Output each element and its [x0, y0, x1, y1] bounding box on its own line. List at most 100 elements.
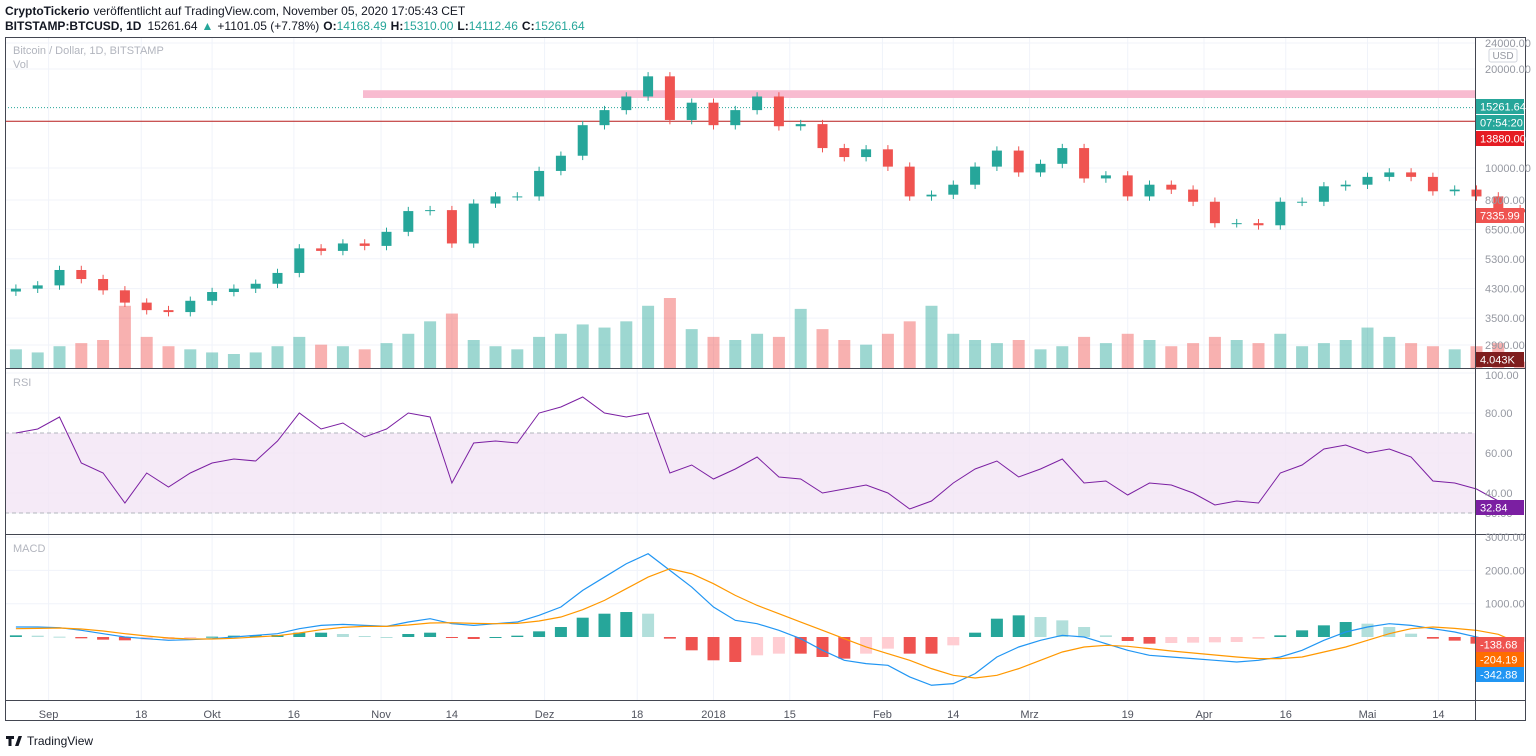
candle-body: [882, 149, 893, 167]
price-tick-label: 5300.00: [1485, 254, 1525, 266]
candle-body: [664, 76, 675, 120]
tradingview-logo[interactable]: TradingView: [6, 734, 93, 748]
candle-body: [621, 96, 632, 111]
price-tick-label: 6500.00: [1485, 225, 1525, 237]
candle-body: [904, 166, 915, 197]
macd-histogram-bar: [489, 637, 502, 638]
macd-histogram-bar: [554, 627, 567, 637]
candle-body: [425, 210, 436, 212]
x-tick-label: 15: [784, 709, 796, 721]
candle-body: [403, 211, 414, 232]
macd-histogram-bar: [1274, 635, 1287, 637]
open-value: 14168.49: [337, 19, 387, 33]
macd-histogram-bar: [75, 637, 88, 639]
macd-histogram-bar: [53, 636, 66, 638]
volume-bar: [402, 333, 415, 368]
last-price-label: 15261.64: [1480, 102, 1526, 114]
candle-body: [1231, 223, 1242, 225]
macd-histogram-bar: [402, 634, 415, 637]
close-price-label-bg: [1476, 208, 1524, 223]
candle-body: [337, 243, 348, 251]
last-price-label-bg: [1476, 99, 1524, 114]
volume-bar: [271, 346, 284, 368]
candle-body: [119, 290, 130, 303]
macd-histogram-bar: [1448, 637, 1461, 641]
candle-body: [534, 170, 545, 197]
x-tick-label: Apr: [1195, 709, 1212, 721]
histogram-value-label-bg: [1476, 637, 1524, 652]
volume-bar: [860, 344, 873, 368]
candle-body: [359, 243, 370, 246]
volume-bar: [598, 327, 611, 368]
rsi-tick-label: 40.00: [1485, 488, 1513, 500]
volume-bar: [990, 343, 1003, 368]
volume-bar: [1143, 340, 1156, 368]
price-tick-label: 3500.00: [1485, 313, 1525, 325]
tradingview-logo-icon: [6, 736, 22, 746]
up-triangle-icon: ▲: [202, 19, 214, 33]
candle-body: [1449, 189, 1460, 192]
x-tick-label: 14: [446, 709, 458, 721]
candle-body: [708, 102, 719, 126]
macd-histogram-bar: [663, 637, 676, 639]
line-price-label: 13880.00: [1480, 134, 1526, 146]
rsi-value-label-bg: [1476, 500, 1524, 515]
volume-bar: [1012, 340, 1025, 368]
macd-value-label: -342.88: [1480, 670, 1517, 682]
volume-bar: [227, 354, 240, 368]
low-label: L:: [457, 19, 468, 33]
macd-histogram-bar: [9, 635, 22, 637]
macd-tick-label: 2000.00: [1485, 565, 1525, 577]
volume-bar: [184, 349, 197, 368]
candle-body: [991, 150, 1002, 167]
volume-bar: [772, 336, 785, 368]
volume-bar: [31, 352, 44, 368]
volume-bar: [838, 340, 851, 368]
candle-body: [643, 76, 654, 97]
volume-bar: [1056, 346, 1069, 368]
candle-body: [555, 155, 566, 171]
candle-body: [1035, 163, 1046, 173]
macd-histogram-bar: [184, 637, 197, 638]
macd-histogram-bar: [838, 637, 851, 659]
rsi-tick-label: 60.00: [1485, 448, 1513, 460]
volume-bar: [97, 340, 110, 368]
x-tick-label: Nov: [371, 709, 391, 721]
candle-body: [207, 292, 218, 301]
macd-histogram-bar: [1187, 637, 1200, 643]
histogram-value-label: -138.68: [1480, 640, 1517, 652]
candle-body: [185, 300, 196, 313]
macd-histogram-bar: [380, 637, 393, 638]
volume-title: Vol: [13, 59, 28, 71]
volume-bar: [1361, 327, 1374, 368]
volume-bar: [707, 336, 720, 368]
macd-histogram-bar: [467, 637, 480, 639]
signal-value-label: -204.19: [1480, 655, 1517, 667]
rsi-tick-label: 80.00: [1485, 408, 1513, 420]
macd-histogram-bar: [881, 637, 894, 649]
volume-bar: [140, 336, 153, 368]
candle-body: [10, 288, 21, 292]
macd-histogram-bar: [751, 637, 764, 656]
candle-body: [163, 310, 174, 313]
macd-tick-label: 1000.00: [1485, 599, 1525, 611]
macd-histogram-bar: [860, 637, 873, 654]
candle-body: [76, 269, 87, 280]
rsi-tick-label: 100.00: [1485, 370, 1519, 382]
candle-body: [817, 124, 828, 149]
currency-button[interactable]: [1488, 48, 1518, 63]
volume-bar: [380, 343, 393, 368]
volume-bar: [1405, 343, 1418, 368]
volume-bar: [1078, 336, 1091, 368]
volume-bar: [1034, 349, 1047, 368]
macd-histogram-bar: [424, 632, 437, 637]
symbol: BITSTAMP:BTCUSD, 1D: [5, 19, 142, 33]
macd-histogram-bar: [1099, 635, 1112, 637]
x-tick-label: 16: [288, 709, 300, 721]
volume-bar: [1099, 343, 1112, 368]
candle-body: [686, 102, 697, 120]
volume-label-bg: [1476, 352, 1524, 367]
price-change: +1101.05 (+7.78%): [217, 19, 319, 33]
candle-body: [1166, 184, 1177, 190]
